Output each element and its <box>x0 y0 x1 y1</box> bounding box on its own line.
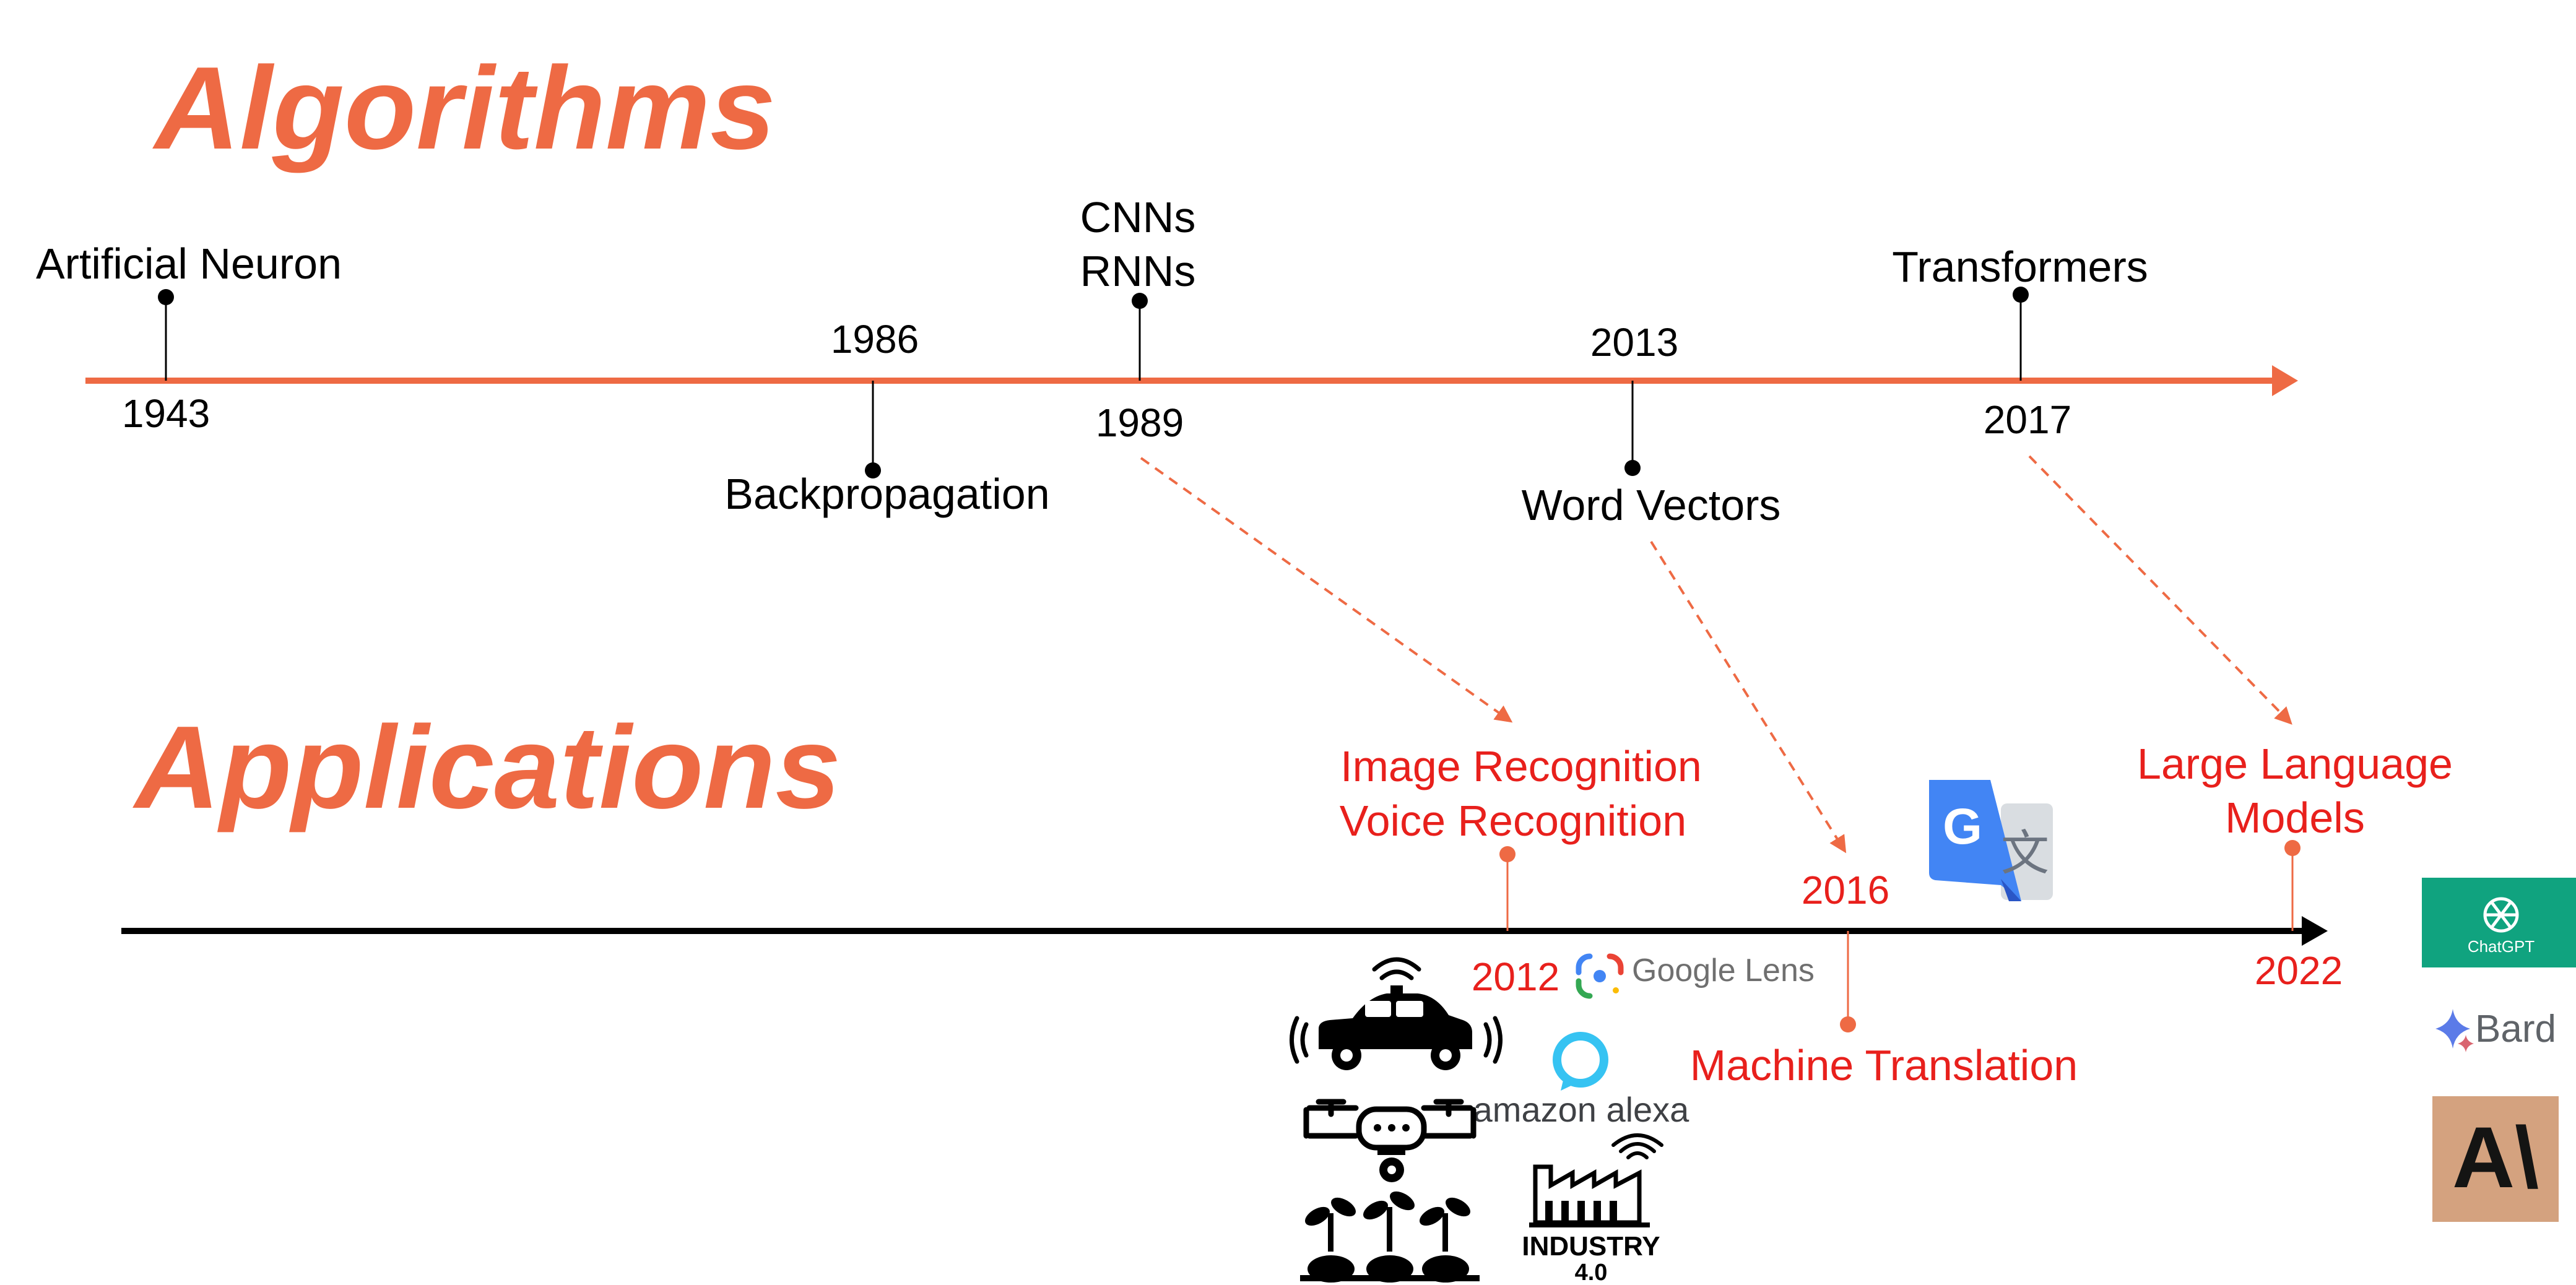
algo-label-transformers: Transformers <box>1892 243 2148 291</box>
chatgpt-logo: ChatGPT <box>2422 878 2576 967</box>
google-lens-text: Google Lens <box>1632 953 1815 989</box>
algorithms-axis <box>85 365 2298 396</box>
algo-year-2017: 2017 <box>1984 397 2071 442</box>
google-lens-logo: Google Lens <box>1576 953 1815 999</box>
anthropic-logo: A\ <box>2432 1096 2559 1222</box>
connector-arrows <box>1140 455 2292 854</box>
bard-text: Bard <box>2475 1008 2556 1050</box>
algo-label-backpropagation: Backpropagation <box>724 470 1049 518</box>
drone-icon <box>1303 1099 1477 1182</box>
svg-text:文: 文 <box>2001 826 2049 880</box>
applications-axis <box>121 916 2328 946</box>
plants-icon <box>1300 1191 1480 1283</box>
industry-text: INDUSTRY <box>1522 1231 1660 1261</box>
app-event-2016: 2016 Machine Translation <box>1690 868 2078 1089</box>
algo-year-1986: 1986 <box>831 317 919 361</box>
svg-text:G: G <box>1943 798 1982 855</box>
industry-4-0-logo: INDUSTRY 4.0 <box>1522 1133 1663 1285</box>
connector-2013-2016 <box>1650 540 1847 854</box>
app-year-2012: 2012 <box>1472 954 1559 999</box>
google-lens-icon <box>1576 953 1624 999</box>
alexa-text: amazon alexa <box>1473 1090 1690 1129</box>
algo-event-1989: CNNs RNNs 1989 <box>1080 193 1196 445</box>
algo-label-rnns: RNNs <box>1080 247 1196 295</box>
algo-label-artificial-neuron: Artificial Neuron <box>36 240 342 288</box>
algo-year-1943: 1943 <box>122 391 210 436</box>
connector-1989-2012 <box>1140 457 1513 723</box>
app-label-voice-recognition: Voice Recognition <box>1340 797 1686 845</box>
alexa-ring-icon <box>1553 1032 1608 1091</box>
app-year-2022: 2022 <box>2255 948 2343 993</box>
app-label-image-recognition: Image Recognition <box>1340 742 1702 790</box>
algo-event-2013: 2013 Word Vectors <box>1522 320 1781 529</box>
app-label-large-language: Large Language <box>2137 740 2453 788</box>
bard-sparkle-icon <box>2435 1009 2474 1052</box>
algo-year-1989: 1989 <box>1096 400 1184 445</box>
app-label-models: Models <box>2225 794 2365 842</box>
factory-icon <box>1529 1133 1663 1227</box>
algo-event-2017: Transformers 2017 <box>1892 243 2148 442</box>
algo-event-1986: 1986 Backpropagation <box>724 317 1049 518</box>
app-event-2022: Large Language Models 2022 <box>2137 740 2453 993</box>
algo-label-cnns: CNNs <box>1080 193 1196 241</box>
anthropic-text: A\ <box>2452 1109 2539 1206</box>
chatgpt-knot-icon <box>2483 897 2519 933</box>
algo-label-word-vectors: Word Vectors <box>1522 481 1781 529</box>
google-translate-icon: G 文 <box>1929 780 2053 901</box>
algo-event-1943: Artificial Neuron 1943 <box>36 240 342 436</box>
connector-2017-2022 <box>2028 455 2292 725</box>
algorithms-title: Algorithms <box>152 43 776 174</box>
bard-logo: Bard <box>2435 1008 2556 1052</box>
app-label-machine-translation: Machine Translation <box>1690 1041 2078 1089</box>
chatgpt-text: ChatGPT <box>2468 937 2535 956</box>
self-driving-car-icon <box>1290 957 1503 1070</box>
app-year-2016: 2016 <box>1802 868 1889 912</box>
amazon-alexa-logo: amazon alexa <box>1473 1032 1690 1129</box>
industry-version: 4.0 <box>1575 1260 1608 1285</box>
applications-title: Applications <box>132 702 841 833</box>
app-event-2012: Image Recognition Voice Recognition 2012 <box>1340 742 1702 999</box>
algo-year-2013: 2013 <box>1590 320 1678 365</box>
